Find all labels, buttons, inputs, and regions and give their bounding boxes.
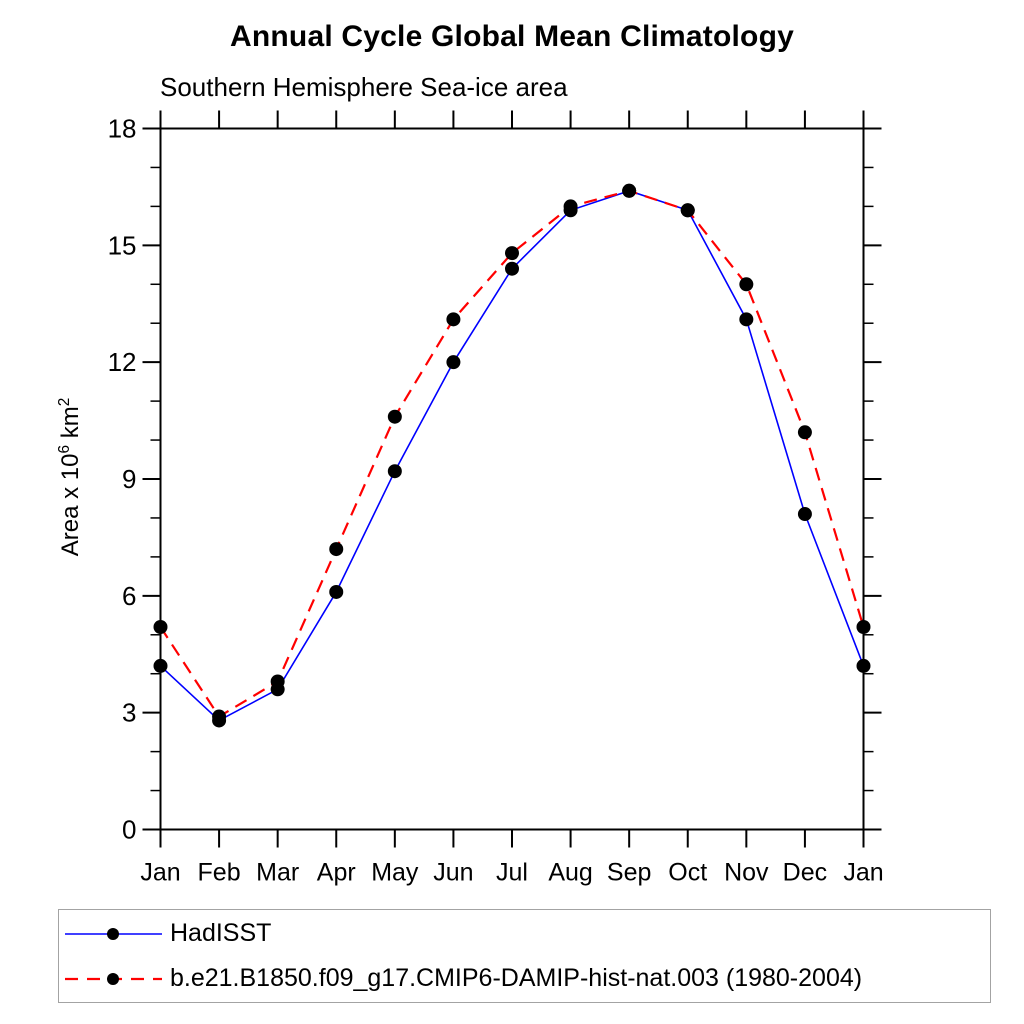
data-point-series-1 [212,709,227,724]
x-tick-label: Feb [198,859,241,887]
y-tick-label: 6 [122,581,136,611]
y-tick-label: 18 [108,114,137,144]
legend-item-model: b.e21.B1850.f09_g17.CMIP6-DAMIP-hist-nat… [64,956,990,1001]
data-point-series-1 [505,246,519,261]
legend-marker-dot [107,972,119,985]
x-tick-label: Jun [433,859,473,887]
x-tick-label: Jan [140,859,180,887]
data-point-series-1 [563,199,578,214]
data-point-series-1 [680,203,695,218]
legend: HadISST b.e21.B1850.f09_g17.CMIP6-DAMIP-… [58,909,991,1003]
legend-label-hadisst: HadISST [170,919,272,947]
data-point-series-0 [329,584,344,599]
data-point-series-0 [856,658,871,673]
x-tick-label: Dec [783,859,827,887]
data-point-series-1 [329,542,344,557]
y-tick-label: 15 [108,230,137,260]
data-point-series-1 [387,409,402,424]
y-tick-label: 9 [122,464,136,494]
x-tick-label: Apr [317,859,356,887]
chart-title: Annual Cycle Global Mean Climatology [230,20,794,53]
x-tick-label: Jul [496,859,528,887]
legend-key-solid-line [65,927,162,940]
data-point-series-1 [153,619,168,634]
legend-marker-dot [107,927,119,940]
legend-item-hadisst: HadISST [64,911,990,956]
legend-key-dashed-line [65,972,162,985]
y-tick-label: 12 [108,347,137,377]
x-tick-label: Sep [607,859,651,887]
data-point-series-1 [856,619,871,634]
x-tick-label: Mar [256,859,299,887]
x-tick-label: May [371,859,419,887]
data-point-series-1 [270,674,285,689]
legend-label-model: b.e21.B1850.f09_g17.CMIP6-DAMIP-hist-nat… [170,964,863,992]
chart-subtitle: Southern Hemisphere Sea-ice area [160,72,568,102]
data-point-series-1 [797,425,812,440]
plot-box [159,127,865,831]
x-tick-label: Jan [843,859,883,887]
data-point-series-1 [622,183,637,198]
x-tick-label: Oct [668,859,707,887]
x-tick-label: Nov [724,859,769,887]
data-point-series-0 [739,312,754,327]
y-tick-label: 0 [122,815,136,845]
data-point-series-0 [153,658,168,673]
x-tick-label: Aug [548,859,592,887]
data-point-series-0 [797,507,812,522]
data-point-series-0 [446,355,461,370]
y-tick-label: 3 [122,698,136,728]
data-point-series-0 [505,261,519,276]
data-point-series-1 [446,312,461,327]
data-point-series-1 [739,277,754,292]
data-point-series-0 [387,464,402,479]
